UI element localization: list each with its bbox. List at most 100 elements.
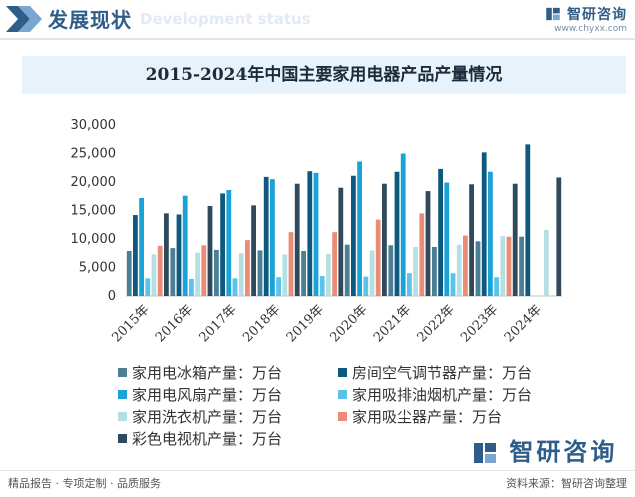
bar xyxy=(394,171,400,296)
header-chevron-icon xyxy=(6,6,42,32)
footer-logo: 智研咨询 xyxy=(472,432,617,467)
bar xyxy=(344,244,350,296)
x-tick-label: 2022年 xyxy=(415,302,458,345)
bar xyxy=(525,144,531,296)
brand-url: www.chyxx.com xyxy=(554,24,627,34)
bar xyxy=(500,236,506,296)
bar xyxy=(407,273,412,296)
brand-name-text: 智研咨询 xyxy=(567,7,627,23)
bar xyxy=(475,241,481,296)
legend-label: 家用电冰箱产量：万台 xyxy=(132,364,283,382)
legend-label: 家用洗衣机产量：万台 xyxy=(132,408,283,426)
bar xyxy=(307,171,313,296)
bar xyxy=(189,278,194,296)
legend-item: 房间空气调节器产量：万台 xyxy=(338,362,532,384)
bar xyxy=(481,152,487,296)
bar xyxy=(157,245,163,296)
bar xyxy=(319,276,325,296)
bar xyxy=(164,213,169,296)
x-tick-label: 2015年 xyxy=(109,302,152,345)
bar xyxy=(444,182,450,296)
legend-swatch xyxy=(118,368,127,377)
bar xyxy=(201,245,207,296)
page-footer: 精品报告 · 专项定制 · 品质服务 资料来源：智研咨询整理 xyxy=(0,470,635,497)
y-tick-label: 20,000 xyxy=(71,175,117,190)
x-tick-label: 2024年 xyxy=(502,302,545,345)
bar xyxy=(400,153,406,296)
bar xyxy=(182,195,188,296)
bar xyxy=(363,276,369,296)
bar xyxy=(301,250,306,296)
y-tick-label: 25,000 xyxy=(71,147,117,162)
x-tick-label: 2021年 xyxy=(371,302,414,345)
bar xyxy=(294,183,300,296)
bar xyxy=(388,245,394,296)
x-tick-label: 2023年 xyxy=(458,302,501,345)
bar xyxy=(126,250,132,296)
footer-logo-text: 智研咨询 xyxy=(509,438,618,466)
bar xyxy=(413,246,418,296)
legend-swatch xyxy=(118,434,127,443)
bar xyxy=(176,214,182,296)
x-tick-label: 2016年 xyxy=(153,302,196,345)
bar xyxy=(419,213,425,296)
bar xyxy=(326,253,331,296)
bar xyxy=(220,193,225,296)
bar xyxy=(506,236,512,296)
bar xyxy=(232,278,238,296)
y-tick-label: 10,000 xyxy=(71,232,117,247)
bar xyxy=(332,232,337,296)
bar xyxy=(145,278,151,296)
bar xyxy=(357,161,362,296)
chart-title: 2015-2024年中国主要家用电器产品产量情况 xyxy=(145,65,503,85)
bar xyxy=(282,254,288,296)
legend-label: 家用吸排油烟机产量：万台 xyxy=(352,386,533,404)
bar xyxy=(432,246,437,296)
bar xyxy=(519,236,524,296)
bar xyxy=(238,253,244,296)
bar xyxy=(382,183,387,296)
x-tick-label: 2017年 xyxy=(197,302,240,345)
bar xyxy=(544,229,549,296)
legend-swatch xyxy=(118,412,127,421)
legend-item: 家用洗衣机产量：万台 xyxy=(118,406,282,428)
page-header: Development status 发展现状 智研咨询 www.chyxx.c… xyxy=(0,0,635,38)
bar xyxy=(251,205,256,296)
bar xyxy=(463,235,468,296)
y-tick-label: 30,000 xyxy=(71,118,117,133)
chart-title-bar: 2015-2024年中国主要家用电器产品产量情况 xyxy=(22,56,626,94)
page-title: 发展现状 xyxy=(48,8,132,32)
bar xyxy=(456,244,462,296)
footer-tagline: 精品报告 · 专项定制 · 品质服务 xyxy=(8,477,161,490)
legend-swatch xyxy=(338,412,347,421)
header-divider xyxy=(0,38,635,40)
y-tick-label: 15,000 xyxy=(71,204,117,219)
x-tick-label: 2018年 xyxy=(240,302,283,345)
legend-label: 彩色电视机产量：万台 xyxy=(132,430,283,448)
bar xyxy=(226,189,232,296)
x-tick-label: 2020年 xyxy=(327,302,370,345)
header-ghost-text: Development status xyxy=(140,10,311,28)
bar xyxy=(195,252,200,296)
y-tick-label: 0 xyxy=(108,289,116,304)
brand-block: 智研咨询 www.chyxx.com xyxy=(545,4,627,34)
bar xyxy=(133,215,138,296)
bar xyxy=(214,249,219,296)
bar xyxy=(351,175,356,296)
bar xyxy=(488,171,493,296)
bar xyxy=(170,248,176,296)
x-tick-label: 2019年 xyxy=(284,302,327,345)
bar xyxy=(425,191,431,296)
bar xyxy=(257,250,263,296)
brand-logo-icon xyxy=(546,7,560,21)
legend-item: 家用电风扇产量：万台 xyxy=(118,384,282,406)
chart: 0 5,000 10,000 15,000 20,000 25,000 30,000 2015… xyxy=(71,118,562,345)
legend-item: 家用吸尘器产量：万台 xyxy=(338,406,502,428)
bar xyxy=(438,168,443,296)
bar xyxy=(375,219,381,296)
footer-logo-icon xyxy=(474,443,496,463)
bar xyxy=(469,184,474,296)
bar xyxy=(245,240,250,296)
footer-source: 资料来源：智研咨询整理 xyxy=(506,477,627,490)
bar xyxy=(512,183,518,296)
